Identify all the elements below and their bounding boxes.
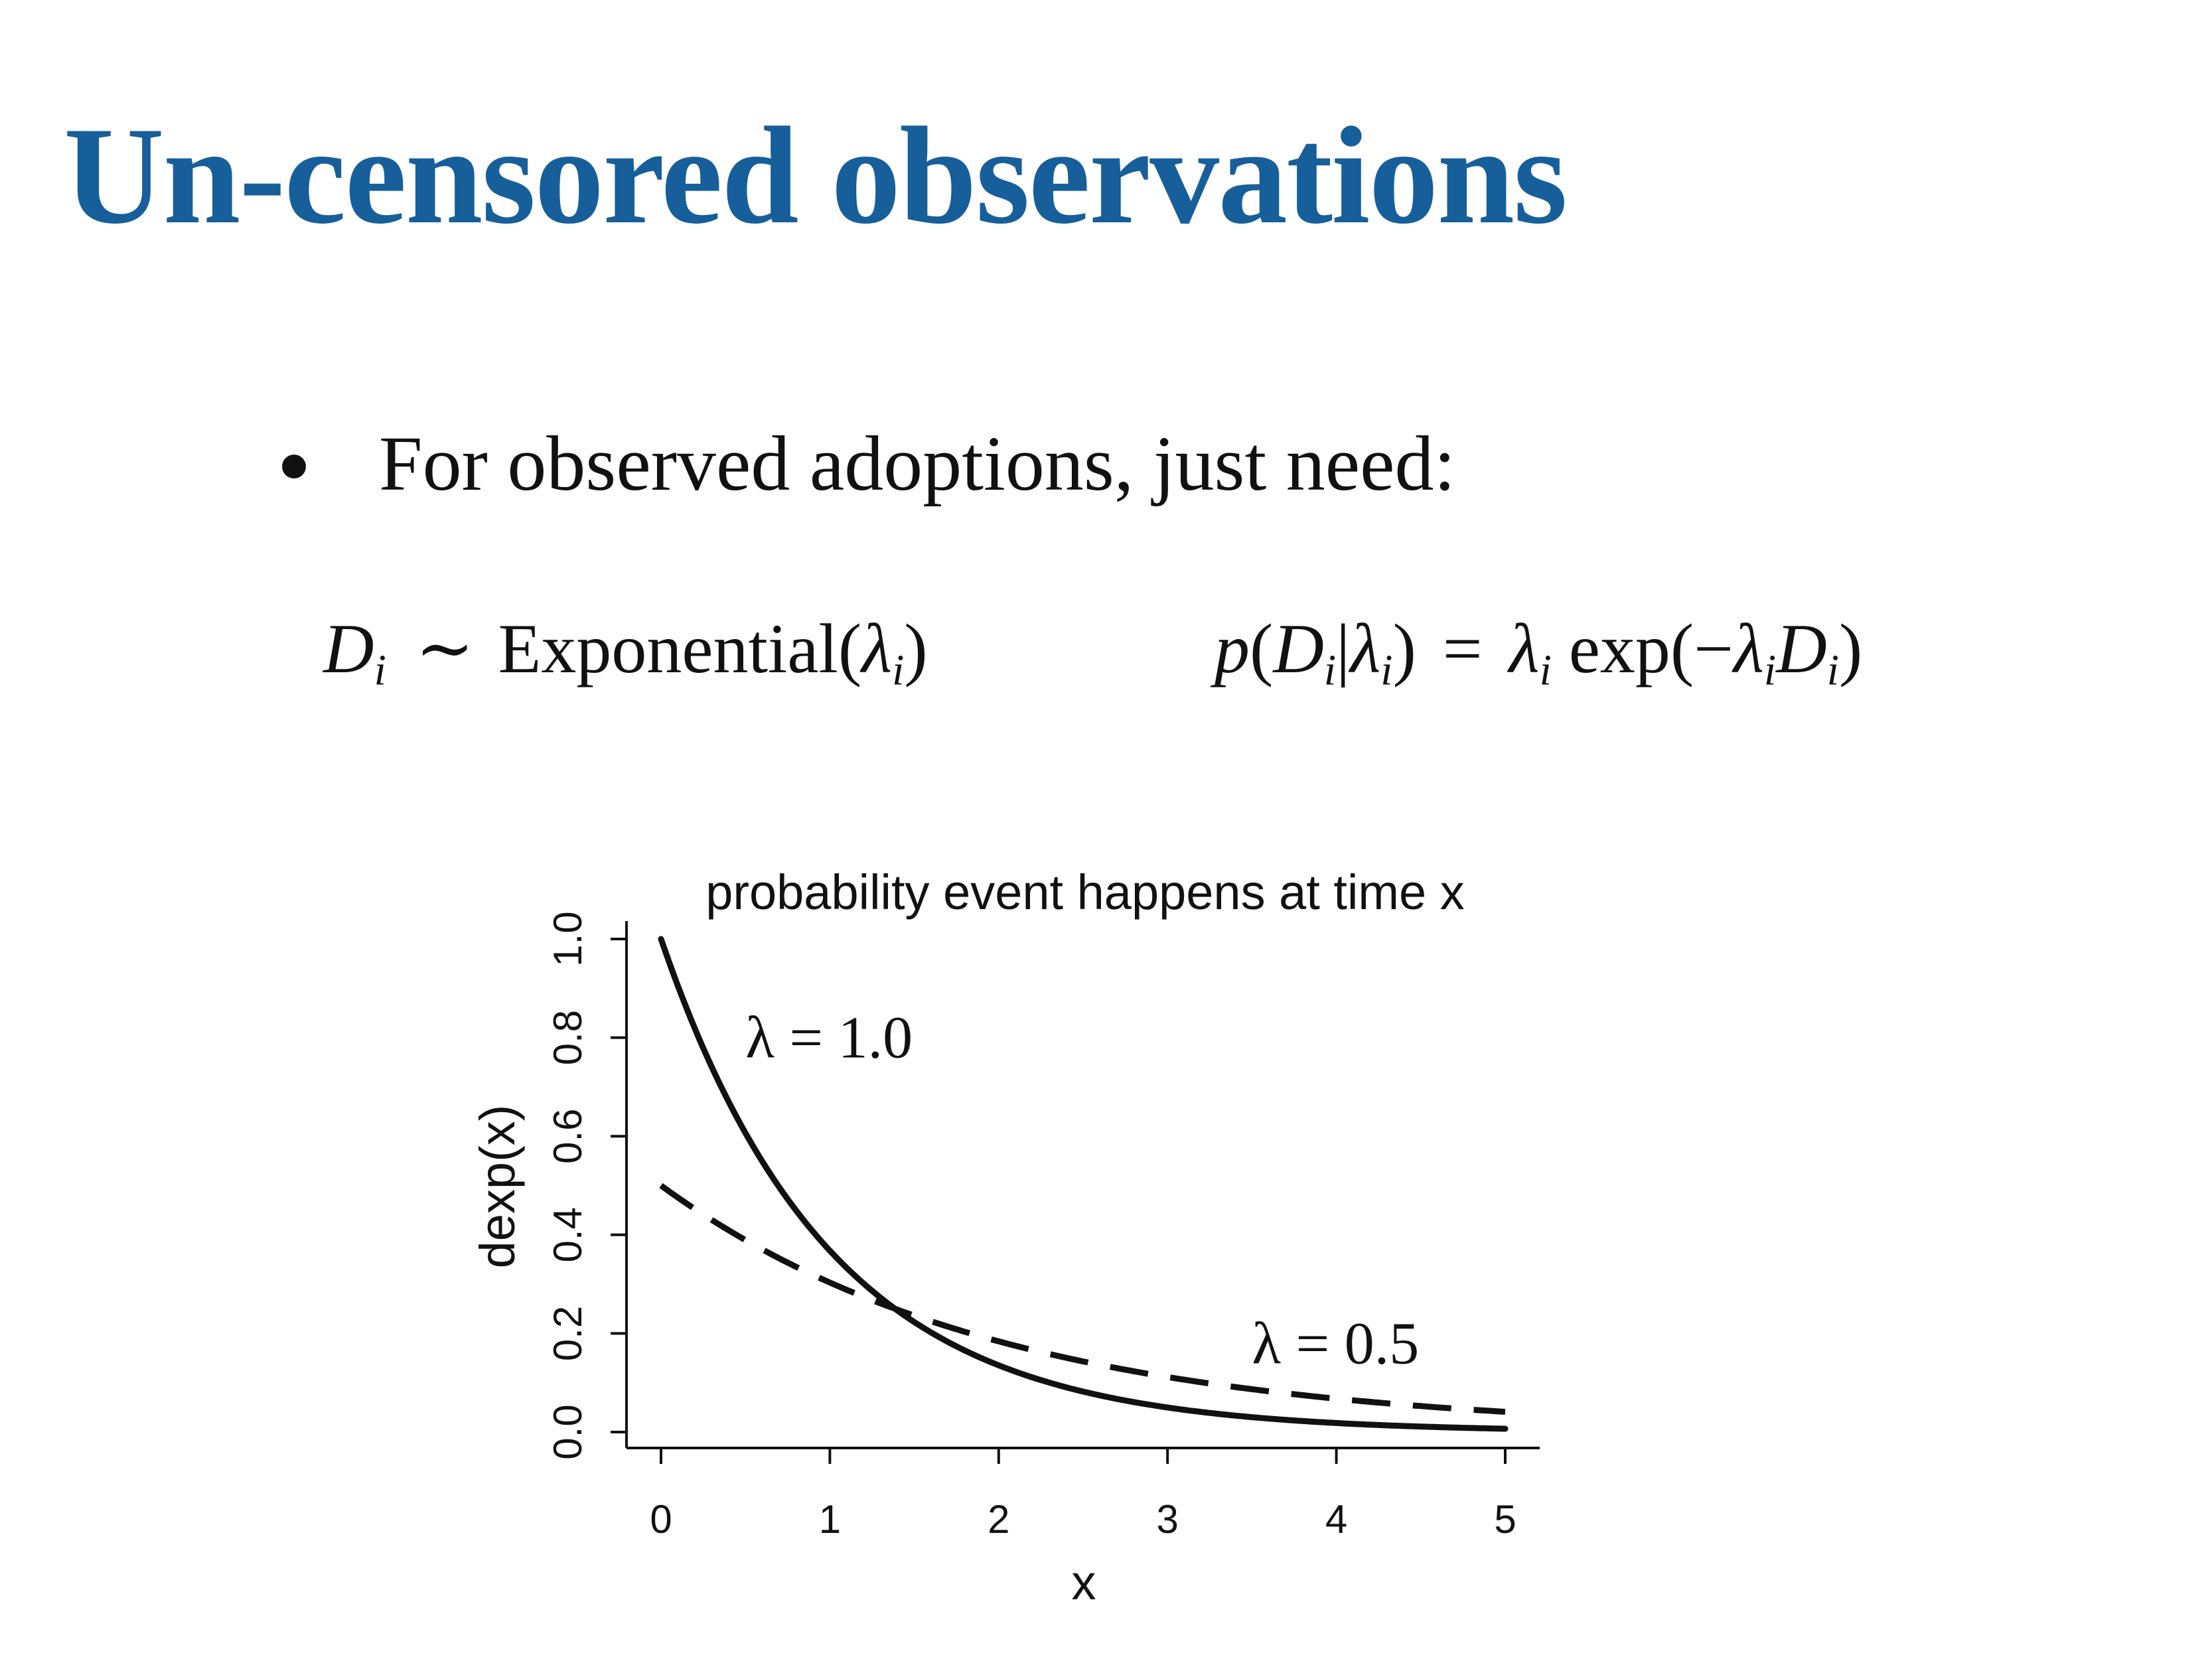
eq-subscript: i [374,646,386,695]
eq-variable: D [323,610,374,687]
eq-parameter: λ [1509,610,1540,687]
eq-subscript: i [892,646,905,695]
eq-variable: D [1273,610,1324,687]
x-tick-label: 0 [650,1497,672,1542]
eq-parameter: λ [1350,610,1381,687]
eq-parameter: λ [1733,610,1764,687]
chart-axes: 0 1 2 3 4 5 0.0 0.2 0.4 0.6 0.8 1.0 [546,911,1540,1542]
y-tick-label: 0.4 [546,1207,590,1262]
y-tick-label: 0.0 [546,1404,590,1459]
curve-annotation: λ = 0.5 [1252,1311,1419,1376]
eq-minus: − [1694,610,1733,687]
eq-parameter: λ [861,610,893,687]
eq-paren-close: ) [904,610,928,687]
eq-subscript: i [1323,646,1337,695]
slide-title: Un-censored observations [64,99,1568,253]
eq-exp: exp [1568,610,1670,687]
eq-function: p [1215,610,1250,687]
eq-given-bar: | [1336,610,1351,687]
eq-paren-open: ( [1250,610,1274,687]
chart-plot-area: λ = 1.0 λ = 0.5 [658,936,1509,1432]
eq-subscript: i [1539,646,1552,695]
eq-subscript: i [1763,646,1777,695]
eq-paren-open: ( [1670,610,1694,687]
eq-equals: = [1442,610,1483,687]
y-tick-label: 0.2 [546,1306,590,1361]
bullet-dot-icon [282,454,306,478]
series-line-solid [658,936,1509,1432]
eq-relation: ∼ [415,610,475,687]
curve-annotation: λ = 1.0 [745,1005,913,1071]
eq-paren-close: ) [1839,610,1863,687]
eq-subscript: i [1826,646,1840,695]
y-axis-label: dexp(x) [470,1105,525,1269]
x-tick-label: 1 [819,1497,841,1542]
distribution-equation: Di ∼ Exponential(λi) [323,614,928,692]
density-equation: p(Di|λi) = λi exp(−λiDi) [1215,614,1862,692]
y-tick-label: 0.6 [546,1108,590,1163]
bullet-text: For observed adoptions, just need: [379,420,1456,507]
x-tick-label: 2 [988,1497,1009,1542]
eq-subscript: i [1380,646,1393,695]
eq-paren-open: ( [838,610,862,687]
chart-title: probability event happens at time x [705,865,1465,920]
x-tick-label: 4 [1325,1497,1347,1542]
eq-paren-close: ) [1392,610,1416,687]
y-tick-label: 1.0 [546,911,590,966]
eq-variable: D [1776,610,1827,687]
x-tick-label: 3 [1157,1497,1179,1542]
y-tick-label: 0.8 [546,1010,590,1065]
eq-distribution-name: Exponential [498,610,838,687]
series-line-dashed [659,1183,1506,1415]
bullet-item: For observed adoptions, just need: [282,425,1455,503]
x-axis-label: x [1072,1555,1096,1610]
x-tick-label: 5 [1494,1497,1516,1542]
